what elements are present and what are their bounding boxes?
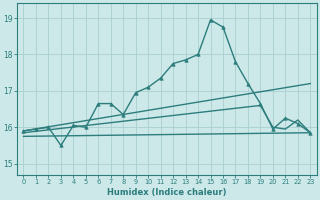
X-axis label: Humidex (Indice chaleur): Humidex (Indice chaleur) (107, 188, 227, 197)
